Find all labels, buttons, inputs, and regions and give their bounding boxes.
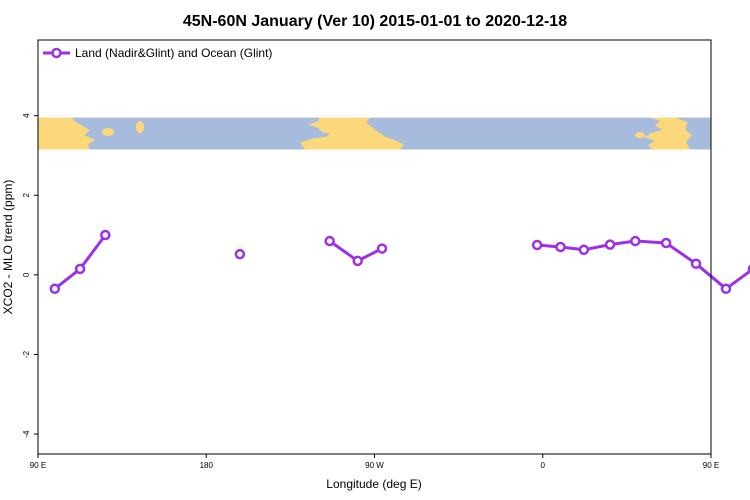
chart-title: 45N-60N January (Ver 10) 2015-01-01 to 2…	[183, 13, 567, 30]
map-island-6	[635, 132, 645, 139]
legend: Land (Nadir&Glint) and Ocean (Glint)	[43, 46, 272, 60]
plot-area	[49, 229, 750, 295]
x-tick-label: 90 E	[703, 461, 719, 470]
x-axis-label: Longitude (deg E)	[326, 477, 421, 491]
x-tick-label: 90 W	[365, 461, 384, 470]
y-tick-label: 0	[22, 272, 31, 277]
x-tick-label: 0	[541, 461, 546, 470]
data-point	[690, 258, 702, 269]
y-tick-label: -2	[22, 350, 31, 358]
data-point	[720, 283, 732, 295]
world-map-band	[38, 117, 711, 150]
map-island-3	[334, 123, 350, 134]
y-tick-label: 4	[22, 113, 31, 118]
y-axis-label: XCO2 - MLO trend (ppm)	[1, 180, 15, 315]
data-point	[578, 244, 590, 256]
y-tick-label: -4	[22, 430, 31, 438]
map-ocean-3	[675, 117, 711, 150]
map-island-4	[348, 134, 356, 141]
x-tick-label: 90 E	[30, 461, 46, 470]
data-point	[376, 243, 388, 254]
y-tick-label: 2	[22, 192, 31, 197]
map-island-7	[678, 121, 686, 134]
x-tick-label: 180	[200, 461, 214, 470]
legend-marker	[51, 47, 62, 59]
axis-ticks: 90 E 180 90 W 0 90 E -4 -2 0 2 4	[22, 113, 719, 470]
data-point	[74, 263, 86, 275]
data-point	[324, 235, 335, 247]
data-point	[660, 237, 672, 249]
map-island-1	[102, 127, 114, 136]
data-point	[531, 239, 543, 251]
data-point	[100, 229, 111, 241]
data-point	[234, 248, 246, 260]
map-ocean-2	[366, 117, 662, 150]
data-point	[604, 239, 616, 250]
data-point	[352, 255, 363, 267]
data-point	[49, 283, 61, 295]
legend-label: Land (Nadir&Glint) and Ocean (Glint)	[75, 46, 272, 60]
plot-frame	[37, 39, 712, 455]
series-line	[535, 239, 750, 291]
series-line	[53, 233, 107, 291]
data-point	[630, 235, 641, 247]
map-island-5	[327, 121, 333, 126]
map-island-2	[136, 121, 144, 134]
data-point	[555, 241, 566, 253]
